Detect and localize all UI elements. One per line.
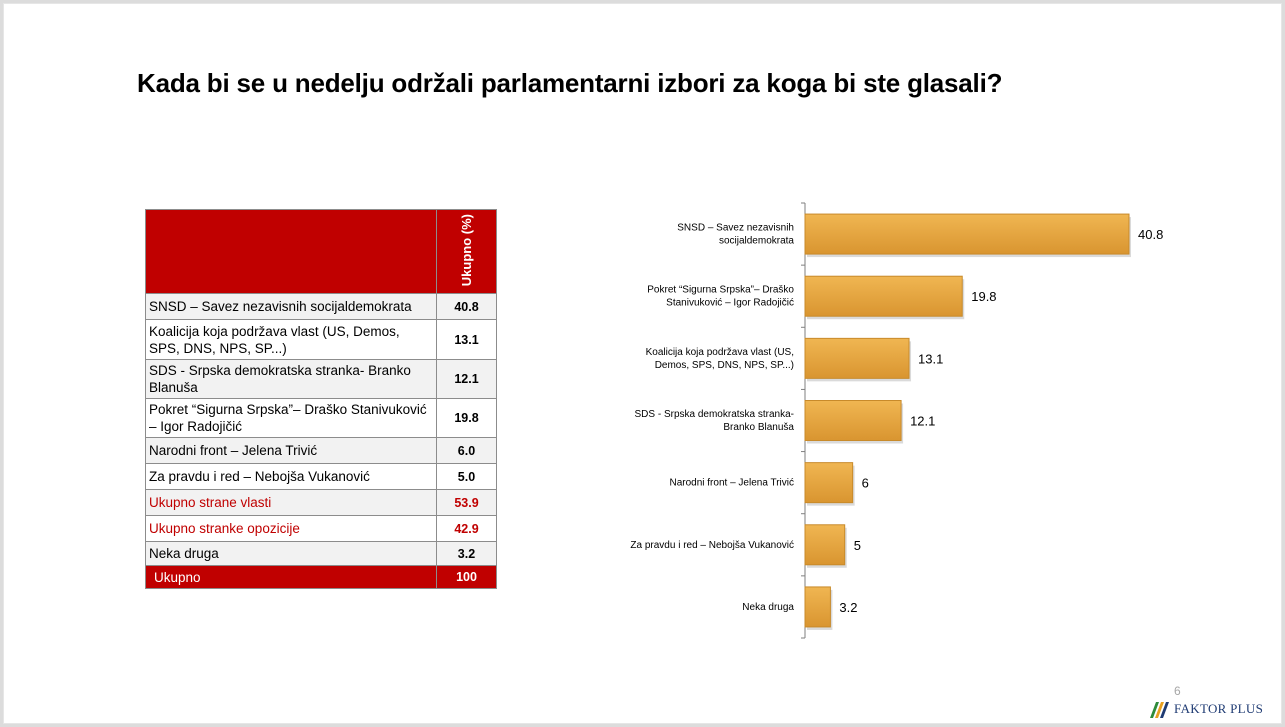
- category-label: Koalicija koja podržava vlast (US, Demos,…: [646, 347, 794, 371]
- table-row: Neka druga 3.2: [145, 541, 497, 566]
- bar-value-label: 3.2: [839, 600, 857, 615]
- category-label: SNSD – Savez nezavisnih socijaldemokrata: [677, 223, 794, 247]
- category-label: Neka druga: [742, 602, 794, 613]
- table-row-value: 5.0: [436, 463, 497, 490]
- bar: [804, 400, 902, 441]
- table-row-label: Ukupno stranke opozicije: [145, 515, 437, 542]
- table-row: SNSD – Savez nezavisnih socijaldemokrata…: [145, 293, 497, 320]
- table-row-value: 40.8: [436, 293, 497, 320]
- category-label: SDS - Srpska demokratska stranka-Branko …: [635, 409, 795, 433]
- table-row: Koalicija koja podržava vlast (US, Demos…: [145, 319, 497, 360]
- bar: [804, 524, 846, 566]
- table-row-label: Neka druga: [145, 541, 437, 566]
- table-row-total: Ukupno 100: [145, 565, 497, 589]
- table-row-label: Koalicija koja podržava vlast (US, Demos…: [145, 319, 437, 360]
- table-row-value: 13.1: [436, 319, 497, 360]
- table-row-label: Ukupno strane vlasti: [145, 489, 437, 516]
- bar-value-label: 40.8: [1138, 227, 1163, 242]
- table-row-value: 12.1: [436, 359, 497, 399]
- category-label: Narodni front – Jelena Trivić: [669, 478, 794, 489]
- bar-value-label: 13.1: [918, 351, 943, 366]
- faktor-plus-logo: FAKTOR PLUS: [1148, 700, 1263, 718]
- table-row-value: 100: [436, 565, 497, 589]
- bar: [804, 213, 1130, 255]
- table-row-label: Ukupno: [145, 565, 437, 589]
- faktor-plus-logo-text: FAKTOR PLUS: [1174, 701, 1264, 716]
- table-header-total: Ukupno (%): [436, 209, 497, 294]
- table-row-label: Za pravdu i red – Nebojša Vukanović: [145, 463, 437, 490]
- bar-value-label: 19.8: [971, 289, 996, 304]
- table-row-government-total: Ukupno strane vlasti 53.9: [145, 489, 497, 516]
- table-row-value: 19.8: [436, 398, 497, 438]
- table-row: Pokret “Sigurna Srpska”– Draško Stanivuk…: [145, 398, 497, 438]
- bar: [804, 275, 963, 317]
- bar: [804, 462, 854, 504]
- table-row-label: Pokret “Sigurna Srpska”– Draško Stanivuk…: [145, 398, 437, 438]
- bar-value-label: 6: [862, 476, 869, 491]
- bar: [804, 337, 910, 379]
- table-row-value: 42.9: [436, 515, 497, 542]
- table-row: SDS - Srpska demokratska stranka- Branko…: [145, 359, 497, 399]
- category-label: Za pravdu i red – Nebojša Vukanović: [630, 540, 794, 551]
- faktor-plus-logo-icon: [1150, 702, 1169, 718]
- bar: [804, 586, 831, 628]
- page-number: 6: [1174, 684, 1181, 698]
- table-row-value: 3.2: [436, 541, 497, 566]
- table-row: Za pravdu i red – Nebojša Vukanović 5.0: [145, 463, 497, 490]
- slide-title: Kada bi se u nedelju održali parlamentar…: [137, 68, 1003, 98]
- category-label: Pokret “Sigurna Srpska”– Draško Stanivuko…: [647, 285, 794, 309]
- table-row-label: SDS - Srpska demokratska stranka- Branko…: [145, 359, 437, 399]
- results-table: Ukupno (%) SNSD – Savez nezavisnih socij…: [145, 209, 497, 589]
- table-row-opposition-total: Ukupno stranke opozicije 42.9: [145, 515, 497, 542]
- bar-value-label: 12.1: [910, 414, 935, 429]
- table-row-label: SNSD – Savez nezavisnih socijaldemokrata: [145, 293, 437, 320]
- bar-value-label: 5: [854, 538, 861, 553]
